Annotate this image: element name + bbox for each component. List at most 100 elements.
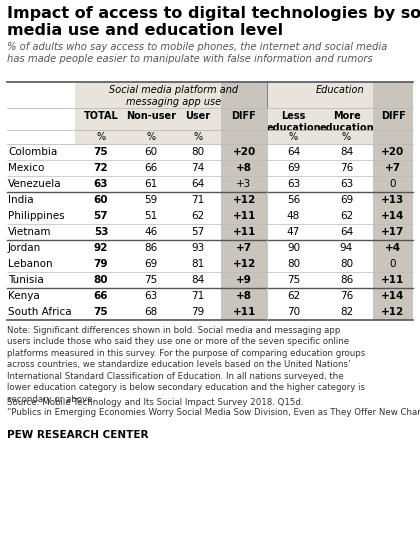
Text: +11: +11 xyxy=(381,275,404,285)
Text: 92: 92 xyxy=(94,243,108,253)
Text: 71: 71 xyxy=(192,291,205,301)
Text: +11: +11 xyxy=(232,228,256,238)
Text: User: User xyxy=(186,111,210,121)
Text: 79: 79 xyxy=(94,259,108,269)
Text: +7: +7 xyxy=(385,163,401,173)
Text: 68: 68 xyxy=(144,307,158,317)
Text: +8: +8 xyxy=(236,291,252,301)
Text: 72: 72 xyxy=(94,163,108,173)
Text: 76: 76 xyxy=(340,163,353,173)
Text: South Africa: South Africa xyxy=(8,307,72,317)
Text: 60: 60 xyxy=(94,195,108,205)
Text: 66: 66 xyxy=(144,163,158,173)
Bar xyxy=(221,82,267,144)
Text: 74: 74 xyxy=(192,163,205,173)
Text: +11: +11 xyxy=(232,307,256,317)
Bar xyxy=(75,82,413,108)
Text: Vietnam: Vietnam xyxy=(8,228,52,238)
Text: 69: 69 xyxy=(340,195,353,205)
Text: 80: 80 xyxy=(287,259,300,269)
Text: +12: +12 xyxy=(232,259,256,269)
Text: DIFF: DIFF xyxy=(381,111,405,121)
Text: +17: +17 xyxy=(381,228,405,238)
Text: 56: 56 xyxy=(287,195,300,205)
Text: Social media platform and
messaging app use: Social media platform and messaging app … xyxy=(110,85,239,108)
Bar xyxy=(75,130,413,144)
Text: 80: 80 xyxy=(94,275,108,285)
Text: 76: 76 xyxy=(340,291,353,301)
Text: 64: 64 xyxy=(287,147,300,157)
Text: 84: 84 xyxy=(192,275,205,285)
Text: Mexico: Mexico xyxy=(8,163,45,173)
Bar xyxy=(373,82,413,144)
Text: 59: 59 xyxy=(144,195,158,205)
Bar xyxy=(75,108,413,130)
Text: +9: +9 xyxy=(236,275,252,285)
Text: Note: Significant differences shown in bold. Social media and messaging app
user: Note: Significant differences shown in b… xyxy=(7,326,365,403)
Text: Venezuela: Venezuela xyxy=(8,179,62,189)
Text: More
education: More education xyxy=(319,111,374,133)
Text: Colombia: Colombia xyxy=(8,147,57,157)
Text: 63: 63 xyxy=(340,179,353,189)
Text: 80: 80 xyxy=(340,259,353,269)
Text: Education: Education xyxy=(316,85,364,95)
Bar xyxy=(373,82,413,320)
Text: 86: 86 xyxy=(144,243,158,253)
Text: 94: 94 xyxy=(340,243,353,253)
Text: +11: +11 xyxy=(232,211,256,221)
Text: 93: 93 xyxy=(192,243,205,253)
Text: 84: 84 xyxy=(340,147,353,157)
Text: 57: 57 xyxy=(94,211,108,221)
Text: 53: 53 xyxy=(94,228,108,238)
Text: Non-user: Non-user xyxy=(126,111,176,121)
Text: 0: 0 xyxy=(390,179,396,189)
Text: 60: 60 xyxy=(144,147,158,157)
Text: 46: 46 xyxy=(144,228,158,238)
Text: 62: 62 xyxy=(287,291,300,301)
Text: %: % xyxy=(194,132,202,142)
Text: +7: +7 xyxy=(236,243,252,253)
Text: Tunisia: Tunisia xyxy=(8,275,44,285)
Text: DIFF: DIFF xyxy=(231,111,256,121)
Text: +12: +12 xyxy=(232,195,256,205)
Text: Lebanon: Lebanon xyxy=(8,259,52,269)
Text: 47: 47 xyxy=(287,228,300,238)
Text: 66: 66 xyxy=(94,291,108,301)
Text: TOTAL: TOTAL xyxy=(84,111,118,121)
Text: +20: +20 xyxy=(381,147,404,157)
Text: Source: Mobile Technology and Its Social Impact Survey 2018. Q15d.: Source: Mobile Technology and Its Social… xyxy=(7,398,304,407)
Text: 63: 63 xyxy=(287,179,300,189)
Text: 79: 79 xyxy=(192,307,205,317)
Text: 69: 69 xyxy=(144,259,158,269)
Text: 51: 51 xyxy=(144,211,158,221)
Text: +8: +8 xyxy=(236,163,252,173)
Text: %: % xyxy=(147,132,155,142)
Text: 64: 64 xyxy=(340,228,353,238)
Text: 70: 70 xyxy=(287,307,300,317)
Text: 62: 62 xyxy=(192,211,205,221)
Text: “Publics in Emerging Economies Worry Social Media Sow Division, Even as They Off: “Publics in Emerging Economies Worry Soc… xyxy=(7,408,420,417)
Text: 48: 48 xyxy=(287,211,300,221)
Text: Philippines: Philippines xyxy=(8,211,65,221)
Text: +14: +14 xyxy=(381,291,405,301)
Text: +4: +4 xyxy=(385,243,401,253)
Text: %: % xyxy=(97,132,105,142)
Text: PEW RESEARCH CENTER: PEW RESEARCH CENTER xyxy=(7,430,149,440)
Text: 64: 64 xyxy=(192,179,205,189)
Text: +20: +20 xyxy=(232,147,256,157)
Text: 80: 80 xyxy=(192,147,205,157)
Text: Jordan: Jordan xyxy=(8,243,41,253)
Text: 75: 75 xyxy=(94,307,108,317)
Text: 57: 57 xyxy=(192,228,205,238)
Text: Impact of access to digital technologies by social
media use and education level: Impact of access to digital technologies… xyxy=(7,6,420,38)
Text: +13: +13 xyxy=(381,195,404,205)
Text: 63: 63 xyxy=(144,291,158,301)
Text: 81: 81 xyxy=(192,259,205,269)
Text: % of adults who say access to mobile phones, the internet and social media
has m: % of adults who say access to mobile pho… xyxy=(7,42,387,64)
Text: 75: 75 xyxy=(94,147,108,157)
Text: 69: 69 xyxy=(287,163,300,173)
Text: 82: 82 xyxy=(340,307,353,317)
Text: 75: 75 xyxy=(287,275,300,285)
Text: +14: +14 xyxy=(381,211,405,221)
Text: 90: 90 xyxy=(287,243,300,253)
